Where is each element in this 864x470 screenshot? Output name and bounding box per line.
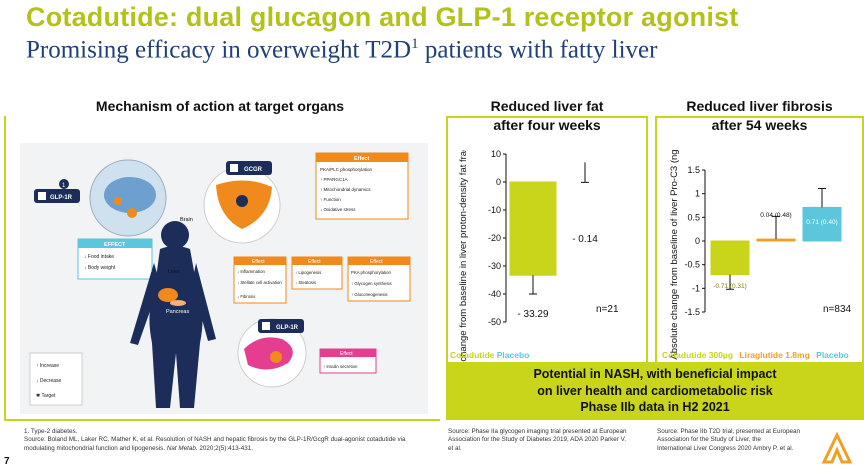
y-tick-label: 1.5 [687, 165, 700, 175]
slide-title: Cotadutide: dual glucagon and GLP-1 rece… [26, 2, 739, 32]
brain-shape [104, 177, 156, 213]
svg-text:Effect: Effect [340, 351, 353, 357]
mechanism-title: Mechanism of action at target organs [95, 98, 345, 114]
svg-text:↓ Steatosis: ↓ Steatosis [295, 280, 316, 285]
legend-liraglutide: Liraglutide 1.8mg [739, 350, 810, 360]
bar [802, 206, 842, 242]
svg-text:↑ Function: ↑ Function [320, 197, 341, 202]
svg-text:PKA/PLC phosphorylation: PKA/PLC phosphorylation [320, 167, 373, 172]
liver-fat-n: n=21 [596, 304, 619, 315]
source-middle: Source: Phase IIa glycogen imaging trial… [448, 428, 627, 452]
source-right: Source: Phase IIb T2D trial, presented a… [657, 428, 801, 452]
liver-fibrosis-panel [655, 116, 864, 363]
liver-fat-chart: Relative change from baseline in liver p… [458, 150, 619, 362]
y-tick-label: 10 [491, 150, 501, 159]
banner-line-2: on liver health and cardiometabolic risk [537, 383, 773, 398]
legend-cotadutide: Cotadutide 300µg [662, 350, 734, 360]
svg-text:↑ PPARGC1A: ↑ PPARGC1A [320, 177, 348, 182]
svg-text:↓ Food intake: ↓ Food intake [84, 254, 114, 260]
bar [509, 181, 557, 276]
liver-fat-panel [446, 116, 648, 363]
svg-text:↑ Insulin secretion: ↑ Insulin secretion [323, 364, 358, 369]
data-label: 0.71 (0.40) [806, 219, 837, 226]
svg-text:PKA phosphorylation: PKA phosphorylation [351, 270, 392, 275]
svg-text:↓ Oxidative stress: ↓ Oxidative stress [320, 207, 356, 212]
liver-fibrosis-chart: Absolute change from baseline of liver P… [669, 150, 852, 360]
company-logo-icon [821, 432, 853, 464]
svg-text:Effect: Effect [252, 259, 265, 265]
source-left: 1. Type-2 diabetes. Source: Boland ML, L… [24, 428, 406, 452]
conclusion-banner: Potential in NASH, with beneficial impac… [446, 362, 864, 420]
page-number: 7 [4, 456, 10, 467]
y-tick-label: 1 [695, 189, 700, 199]
svg-text:↑ Mitochondrial dynamics: ↑ Mitochondrial dynamics [320, 187, 371, 192]
mechanism-diagram: GLP-1R 1 EFFECT ↓ Food intake ↓ Body wei… [20, 143, 428, 414]
svg-text:↓ Body weight: ↓ Body weight [84, 265, 116, 271]
svg-text:GLP-1R: GLP-1R [276, 325, 299, 331]
y-tick-label: -1 [692, 283, 700, 293]
data-label: -0.71 (0.31) [713, 283, 747, 290]
liver-fat-legend: Cotadutide Placebo [450, 350, 529, 360]
y-tick-label: 0 [496, 177, 501, 187]
svg-text:↓ Decrease: ↓ Decrease [36, 378, 62, 384]
svg-text:↑ Gluconeogenesis: ↑ Gluconeogenesis [351, 292, 388, 297]
svg-text:EFFECT: EFFECT [104, 242, 126, 248]
svg-text:Effect: Effect [354, 156, 369, 162]
liver-fibrosis-n: n=834 [823, 304, 852, 315]
svg-text:GCGR: GCGR [244, 167, 263, 173]
legend-placebo: Placebo [496, 350, 530, 360]
y-tick-label: -1.5 [684, 307, 700, 317]
slide-subtitle: Promising efficacy in overweight T2D1 pa… [26, 36, 658, 64]
y-tick-label: -10 [488, 205, 501, 215]
svg-text:↑ Increase: ↑ Increase [36, 363, 59, 369]
svg-text:↓ Stellate cell activation: ↓ Stellate cell activation [237, 280, 282, 285]
mechanism-illustration: GLP-1R 1 EFFECT ↓ Food intake ↓ Body wei… [29, 152, 411, 408]
y-tick-label: -20 [488, 233, 501, 243]
svg-text:Liver: Liver [168, 269, 180, 275]
y-tick-label: -40 [488, 289, 501, 299]
y-tick-label: -50 [488, 317, 501, 327]
bar [710, 240, 750, 276]
liver-fibrosis-ylabel: Absolute change from baseline of liver P… [669, 150, 680, 360]
mechanism-panel [4, 116, 440, 421]
svg-text:↓ Inflammation: ↓ Inflammation [237, 269, 266, 274]
svg-text:Brain: Brain [180, 217, 193, 223]
data-label: 0.04 (0.48) [760, 212, 791, 219]
y-tick-label: -0.5 [684, 260, 700, 270]
y-tick-label: -30 [488, 261, 501, 271]
svg-text:↑ Glycogen synthesis: ↑ Glycogen synthesis [351, 281, 392, 286]
svg-text:✱ Target: ✱ Target [36, 393, 56, 399]
svg-text:Effect: Effect [308, 259, 321, 265]
svg-text:↓ Lipogenesis: ↓ Lipogenesis [295, 270, 321, 275]
data-label: - 33.29 [517, 309, 549, 320]
banner-line-1: Potential in NASH, with beneficial impac… [533, 367, 777, 381]
liver-fat-title: Reduced liver fat after four weeks [490, 98, 604, 133]
y-tick-label: 0 [695, 236, 700, 246]
legend-placebo: Placebo [816, 350, 849, 360]
svg-text:Effect: Effect [370, 259, 383, 265]
y-tick-label: 0.5 [687, 212, 700, 222]
liver-fibrosis-legend: Cotadutide 300µg Liraglutide 1.8mg Place… [662, 350, 849, 360]
liver-fibrosis-title: Reduced liver fibrosis after 54 weeks [686, 98, 833, 133]
svg-text:1: 1 [62, 183, 66, 189]
glp1r-label-1: GLP-1R [50, 195, 73, 201]
liver-fat-ylabel: Relative change from baseline in liver p… [458, 150, 469, 362]
banner-line-3: Phase IIb data in H2 2021 [580, 400, 730, 414]
svg-text:↓ Fibrosis: ↓ Fibrosis [237, 294, 255, 299]
data-label: - 0.14 [572, 234, 598, 245]
legend-cotadutide: Cotadutide [450, 350, 495, 360]
bar [756, 238, 796, 242]
svg-text:Pancreas: Pancreas [166, 309, 189, 315]
